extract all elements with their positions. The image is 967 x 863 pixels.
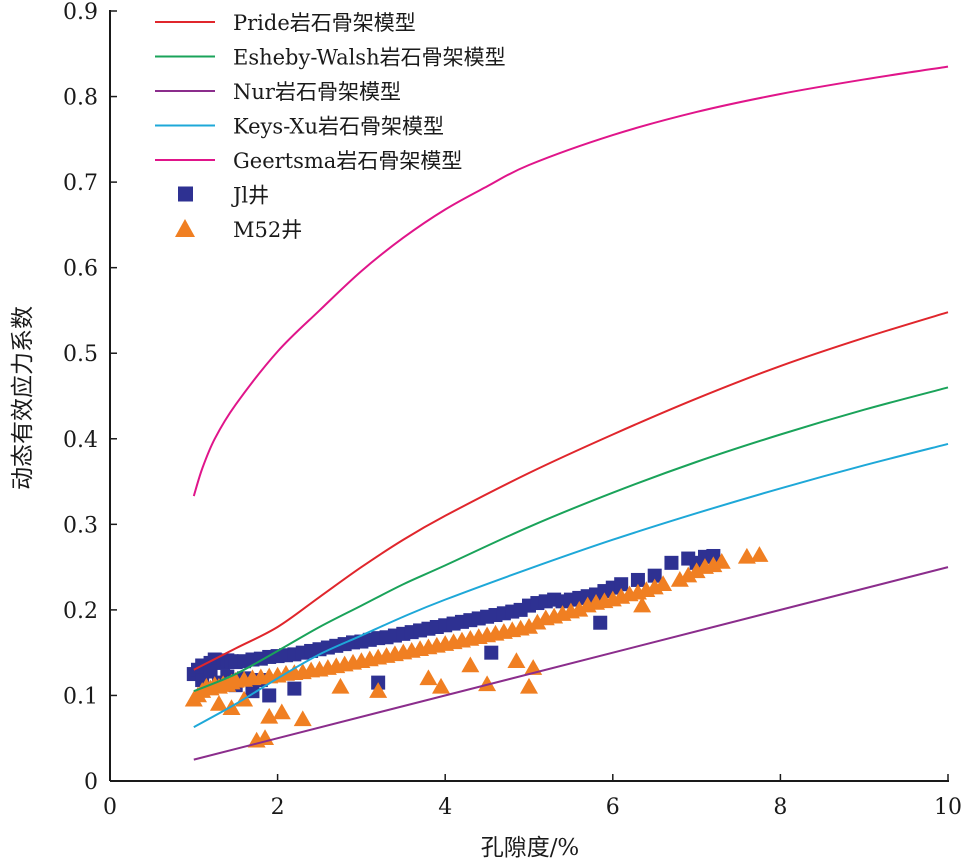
series-line [193,566,949,761]
x-tick-label: 0 [103,795,117,820]
x-tick-label: 2 [271,795,285,820]
data-point-square [614,577,629,592]
data-point-triangle [687,562,706,579]
legend-swatch-square [178,186,193,202]
data-point-square [287,681,302,696]
series-6 [184,546,769,748]
data-point-square [706,548,721,563]
data-point-triangle [260,707,279,724]
data-point-triangle [507,652,526,668]
legend-item: Esheby-Walsh岩石骨架模型 [155,46,506,70]
series-line [193,442,949,728]
y-tick-label: 0.1 [63,684,98,709]
legend-item: Keys-Xu岩石骨架模型 [155,115,444,139]
legend-label: Nur岩石骨架模型 [233,80,401,104]
data-point-square [262,688,277,703]
data-point-square [593,615,608,630]
legend-item: Jl井 [178,184,269,208]
series-3 [193,442,949,728]
data-point-triangle [209,695,228,711]
y-axis-title: 动态有效应力系数 [10,306,36,490]
legend-label: M52井 [233,218,302,242]
legend-label: Geertsma岩石骨架模型 [233,149,462,173]
data-point-triangle [478,675,497,692]
x-tick-label: 6 [606,795,620,820]
data-point-triangle [419,669,438,686]
x-tick-label: 8 [773,795,787,820]
data-point-triangle [461,656,480,673]
data-point-triangle [520,618,538,634]
x-tick-label: 10 [934,795,962,820]
series-line [193,311,949,671]
axes [109,10,949,782]
data-point-triangle [528,613,547,630]
data-point-square [664,555,679,570]
y-tick-label: 0.4 [63,428,98,453]
y-tick-label: 0.3 [63,513,98,538]
series-4 [192,65,949,497]
x-axis-title: 孔隙度/% [481,835,580,861]
y-tick-label: 0.7 [63,171,98,196]
data-point-triangle [520,677,538,694]
series-0 [193,311,949,671]
data-point-square [647,568,662,583]
legend: Pride岩石骨架模型 Esheby-Walsh岩石骨架模型 Nur岩石骨架模型 Ke… [155,11,506,242]
legend-item: M52井 [175,218,302,242]
data-point-triangle [369,682,388,698]
data-point-triangle [737,547,756,564]
legend-item: Geertsma岩石骨架模型 [155,149,462,173]
data-point-triangle [750,546,769,562]
legend-label: Jl井 [231,184,269,208]
data-point-triangle [293,710,312,727]
data-point-square [484,645,499,660]
legend-label: Esheby-Walsh岩石骨架模型 [233,46,506,70]
legend-label: Keys-Xu岩石骨架模型 [233,115,444,139]
data-point-square [203,664,218,679]
data-point-triangle [633,596,652,613]
series-line [192,65,949,497]
legend-swatch-triangle [175,219,195,237]
legend-item: Nur岩石骨架模型 [155,80,401,104]
y-tick-label: 0.6 [63,257,98,282]
y-tick-label: 0.8 [63,86,98,111]
series-2 [193,566,949,761]
y-tick-label: 0.9 [63,0,98,25]
x-tick-label: 4 [438,795,452,820]
data-point-triangle [331,677,350,694]
legend-item: Pride岩石骨架模型 [155,11,416,35]
data-point-square [245,684,260,699]
y-tick-label: 0 [84,770,98,795]
series-line [193,386,949,693]
data-point-triangle [432,677,451,694]
data-point-triangle [712,552,731,569]
data-point-triangle [679,566,698,583]
y-tick-label: 0.2 [63,599,98,624]
y-tick-label: 0.5 [63,342,98,367]
data-point-square [630,572,645,587]
data-point-triangle [272,703,291,720]
data-point-triangle [570,600,589,617]
series-1 [193,386,949,693]
ticks: 0 2 4 6 8 10 0 0.1 0.2 0.3 0.4 0.5 0.6 0.7 0.8 0.9 [63,0,962,820]
legend-label: Pride岩石骨架模型 [233,11,416,35]
data-point-triangle [654,575,673,591]
plot-series [184,65,949,761]
data-point-triangle [670,570,689,587]
